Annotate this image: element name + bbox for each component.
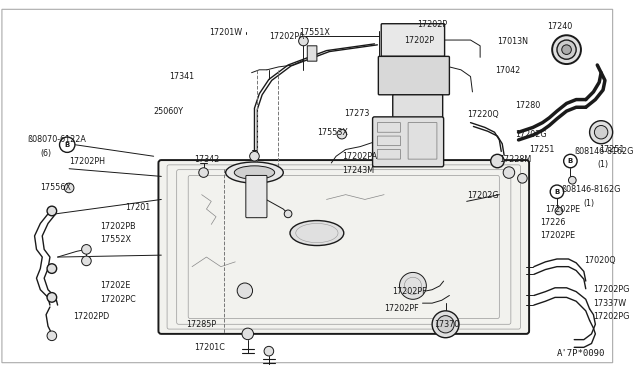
Circle shape: [47, 206, 57, 216]
Text: 17370: 17370: [434, 320, 460, 329]
Text: 17553X: 17553X: [317, 128, 348, 137]
Text: 17551X: 17551X: [300, 28, 330, 37]
Text: 17226: 17226: [540, 218, 565, 227]
Ellipse shape: [226, 162, 284, 183]
Text: 17202PE: 17202PE: [545, 205, 580, 214]
Circle shape: [491, 154, 504, 168]
Text: 17251: 17251: [599, 145, 625, 154]
FancyBboxPatch shape: [393, 95, 443, 125]
Text: 17552X: 17552X: [100, 235, 131, 244]
Text: 17202P: 17202P: [417, 20, 447, 29]
FancyBboxPatch shape: [381, 24, 445, 57]
Circle shape: [82, 244, 92, 254]
Text: 17202PG: 17202PG: [593, 285, 630, 294]
Ellipse shape: [562, 45, 572, 54]
Text: ß08070-6122A: ß08070-6122A: [27, 135, 86, 144]
Text: 17042: 17042: [495, 66, 521, 75]
Text: 17202PE: 17202PE: [540, 231, 575, 240]
FancyBboxPatch shape: [378, 57, 449, 95]
Circle shape: [65, 183, 74, 193]
Circle shape: [284, 210, 292, 218]
Circle shape: [589, 121, 612, 144]
Text: 17251: 17251: [530, 145, 555, 154]
Circle shape: [399, 272, 426, 299]
Text: 17202G: 17202G: [467, 191, 499, 200]
Text: 17280: 17280: [515, 101, 540, 110]
Text: 17240: 17240: [547, 22, 573, 31]
Circle shape: [242, 328, 253, 340]
Circle shape: [82, 256, 92, 266]
Circle shape: [437, 315, 454, 333]
Text: 25060Y: 25060Y: [154, 107, 184, 116]
Text: 17013N: 17013N: [497, 38, 529, 46]
Text: 17341: 17341: [169, 72, 194, 81]
Circle shape: [47, 293, 57, 302]
Circle shape: [264, 346, 274, 356]
Ellipse shape: [557, 40, 576, 59]
Text: 17202PF: 17202PF: [392, 287, 426, 296]
FancyBboxPatch shape: [246, 176, 267, 218]
Text: 17202PF: 17202PF: [384, 304, 419, 314]
Circle shape: [337, 129, 347, 139]
Text: ß08146-8162G: ß08146-8162G: [574, 147, 634, 156]
Circle shape: [250, 151, 259, 161]
Text: A'7P*0090: A'7P*0090: [557, 349, 605, 358]
Circle shape: [568, 176, 576, 184]
Circle shape: [237, 283, 253, 298]
Circle shape: [555, 207, 563, 215]
Text: 17201W: 17201W: [209, 28, 243, 37]
Text: 17202PH: 17202PH: [69, 157, 105, 166]
Text: 17556X: 17556X: [40, 183, 71, 192]
Text: (1): (1): [584, 199, 595, 208]
Text: 17337W: 17337W: [593, 299, 627, 308]
Circle shape: [299, 36, 308, 46]
Text: 17285P: 17285P: [186, 320, 216, 329]
Text: 17202PD: 17202PD: [73, 312, 109, 321]
Ellipse shape: [552, 35, 581, 64]
Circle shape: [60, 137, 75, 153]
Circle shape: [564, 154, 577, 168]
Text: ß08146-8162G: ß08146-8162G: [561, 185, 620, 194]
Circle shape: [47, 331, 57, 341]
Text: 17020Q: 17020Q: [584, 256, 616, 265]
Text: 17202PB: 17202PB: [100, 222, 136, 231]
Text: 17202P: 17202P: [404, 36, 435, 45]
Text: 17202PG: 17202PG: [593, 312, 630, 321]
Ellipse shape: [234, 166, 275, 179]
Circle shape: [199, 168, 209, 177]
Text: 17201C: 17201C: [194, 343, 225, 352]
Circle shape: [47, 264, 57, 273]
Text: 17202E: 17202E: [100, 281, 131, 291]
Text: B: B: [554, 189, 559, 195]
Circle shape: [503, 167, 515, 178]
Text: 17228M: 17228M: [499, 155, 532, 164]
FancyBboxPatch shape: [307, 46, 317, 61]
Circle shape: [550, 185, 564, 199]
Text: 17342: 17342: [194, 155, 220, 164]
Text: 17201: 17201: [125, 203, 150, 212]
FancyBboxPatch shape: [372, 117, 444, 167]
Circle shape: [518, 173, 527, 183]
Circle shape: [432, 311, 459, 338]
Text: 17202PA: 17202PA: [269, 32, 304, 41]
Text: (1): (1): [597, 160, 609, 169]
Text: 17243M: 17243M: [342, 166, 374, 175]
Text: (6): (6): [40, 149, 51, 158]
Text: 17273: 17273: [344, 109, 369, 118]
Text: 17202G: 17202G: [515, 130, 547, 139]
Ellipse shape: [290, 221, 344, 246]
Circle shape: [595, 125, 608, 139]
FancyBboxPatch shape: [159, 160, 529, 334]
Text: 17202PC: 17202PC: [100, 295, 136, 304]
Text: B: B: [65, 142, 70, 148]
Text: 17220Q: 17220Q: [467, 110, 499, 119]
Text: B: B: [568, 158, 573, 164]
Text: 17202PA: 17202PA: [342, 152, 377, 161]
